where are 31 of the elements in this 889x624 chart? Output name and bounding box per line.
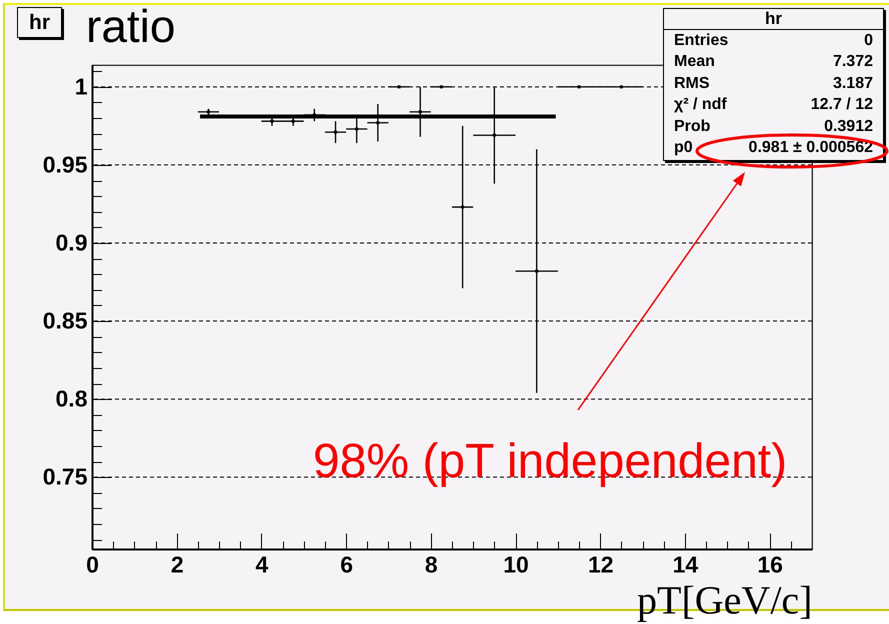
y-tick-label: 0.8 [56, 386, 88, 412]
y-tick-label: 1 [74, 73, 88, 100]
x-tick-label: 12 [588, 552, 614, 578]
y-tick-label: 0.95 [42, 151, 88, 178]
annotation: 0.981 ± 0.000562 [748, 139, 873, 158]
annotation: Mean [674, 53, 715, 72]
annotation: 98% (pT independent) [313, 435, 788, 488]
chart-title: ratio [86, 0, 176, 52]
name-tag: hr [17, 7, 62, 38]
text: 7.372 [832, 53, 873, 70]
annotation: p0 [674, 139, 693, 158]
x-tick-label: 4 [256, 552, 269, 578]
annotation: Prob [674, 118, 710, 136]
y-tick-label: 0.9 [56, 229, 88, 256]
x-tick-label: 2 [170, 552, 184, 578]
x-tick-label: 14 [672, 552, 698, 578]
x-tick-label: 0 [86, 552, 99, 578]
annotation: 12.7 / 12 [810, 96, 873, 114]
x-tick-label: 8 [424, 552, 438, 578]
x-tick-label: 6 [340, 552, 354, 578]
text: hr [765, 9, 782, 28]
text: 0 [864, 32, 873, 49]
y-tick-label: 0.75 [42, 464, 88, 490]
y-tick-label: 0.85 [42, 308, 88, 334]
text: 0.3912 [824, 118, 873, 135]
x-tick-label: 10 [503, 552, 529, 578]
x-tick-label: 16 [757, 552, 783, 578]
annotation: χ² / ndf [674, 96, 727, 114]
text: 3.187 [832, 74, 873, 92]
text: Entries [674, 32, 728, 49]
annotation: RMS [674, 74, 710, 93]
